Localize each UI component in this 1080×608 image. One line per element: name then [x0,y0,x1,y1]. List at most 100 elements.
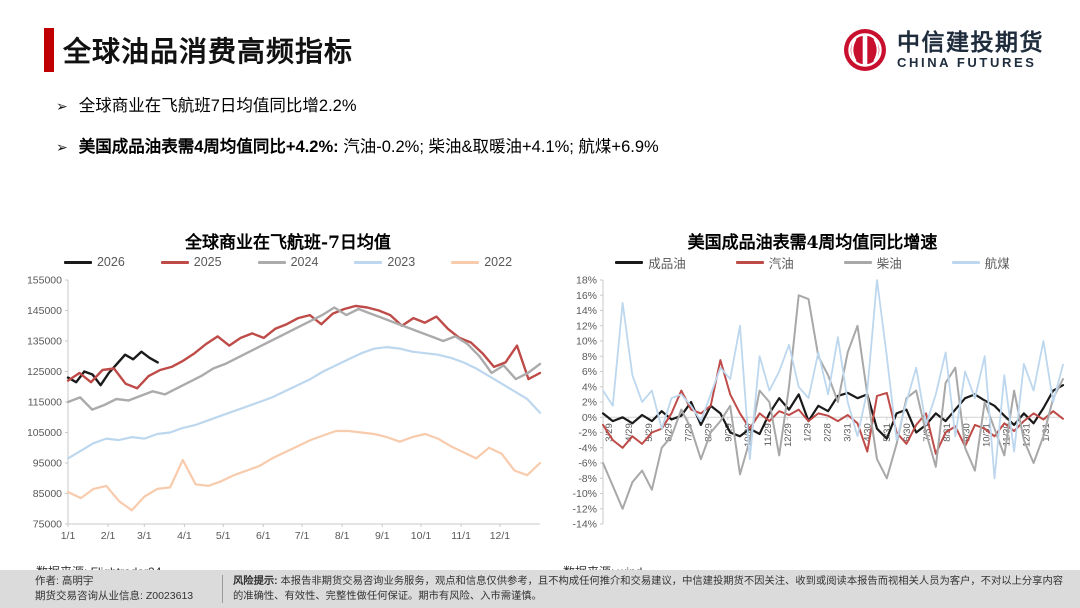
arrow-bullet-icon: ➢ [56,98,68,114]
y-tick-label: 2% [582,397,597,409]
y-tick-label: 12% [576,320,597,332]
company-logo: 中信建投期货 CHINA FUTURES [842,27,1044,73]
x-tick-label: 10/1 [411,530,432,542]
y-tick-label: 4% [582,381,597,393]
x-tick-label: 3/1 [137,530,152,542]
legend-swatch [615,260,644,264]
x-tick-label: 4/30 [862,423,873,442]
y-tick-label: 0% [582,412,597,424]
y-tick-label: 18% [576,275,597,287]
legend-item-2026: 2026 [63,255,125,269]
x-tick-label: 8/1 [335,530,350,542]
legend-swatch [63,260,92,264]
risk-text1: 本报告非期货交易咨询业务服务，观点和信息仅供参考，且不构成任何推介和交易建议，中… [280,576,1064,587]
legend-label: 成品油 [648,256,686,271]
x-tick-label: 12/31 [1021,423,1032,447]
legend-label: 2024 [290,255,319,269]
y-tick-label: 155000 [28,275,62,287]
legend-swatch [257,260,286,264]
legend-swatch [951,260,980,264]
x-tick-label: 5/29 [644,423,655,442]
x-tick-label: 12/1 [490,530,511,542]
logo-text: 中信建投期货 CHINA FUTURES [897,30,1044,69]
y-tick-label: -14% [572,519,597,531]
footer-author: 作者: 高明宇 [35,575,94,587]
x-tick-label: 6/29 [664,423,675,442]
x-tick-label: 4/29 [624,423,635,442]
y-tick-label: -8% [578,473,597,485]
us-demand-chart-legend: 成品油 汽油 柴油 航煤 [555,252,1070,272]
legend-item-2024: 2024 [257,255,319,269]
x-tick-label: 11/29 [763,423,774,446]
x-tick-label: 12/29 [783,423,794,447]
x-tick-label: 3/29 [604,423,615,442]
y-tick-label: -10% [572,488,597,500]
legend-label: 柴油 [876,256,902,271]
y-tick-label: -12% [572,503,597,515]
x-tick-label: 1/31 [1041,423,1052,442]
y-tick-label: -2% [578,427,597,439]
y-tick-label: 85000 [33,488,62,500]
footer-author-block: 作者: 高明宇 期货交易咨询从业信息: Z0023613 [35,574,193,604]
legend-item-成品油: 成品油 [615,253,686,272]
bullet-flights: ➢ 全球商业在飞航班7日均值同比增2.2% [56,92,659,116]
y-tick-label: 105000 [28,427,62,439]
x-tick-label: 4/1 [177,530,192,542]
footer-risk-line1: 风险提示: 本报告非期货交易咨询业务服务，观点和信息仅供参考，且不构成任何推介和… [233,574,1069,589]
series-2022 [66,429,542,512]
legend-swatch [451,260,480,264]
x-tick-label: 2/1 [101,530,116,542]
x-tick-label: 6/30 [902,423,913,442]
us-demand-chart-svg: -14% -12% -10% -8% -6% -4% -2% 0% 2% 4% 6% 8% 10% 12%… [572,275,1065,531]
footer-license: 期货交易咨询从业信息: Z0023613 [35,590,194,603]
legend-item-2023: 2023 [354,255,415,269]
flights-chart-panel: 全球商业在飞航班-7日均值 2026 2025 2024 2023 2022 75000… [27,228,548,579]
logo-text-cn: 中信建投期货 [897,29,1044,56]
footer-risk-block: 风险提示: 本报告非期货交易咨询业务服务，观点和信息仅供参考，且不构成任何推介和… [233,574,1069,605]
footer-bar: 作者: 高明宇 期货交易咨询从业信息: Z0023613 风险提示: 本报告非期… [0,570,1080,608]
y-tick-label: 10% [576,336,597,348]
bullet-rest-segment: 汽油-0.2%; 柴油&取暖油+4.1%; 航煤+6.9% [338,138,659,156]
x-tick-label: 5/1 [216,530,231,542]
y-tick-label: 8% [582,351,597,363]
y-tick-label: 16% [576,290,597,302]
x-tick-label: 9/30 [962,423,973,442]
legend-swatch [843,260,872,264]
legend-item-航煤: 航煤 [951,253,1010,272]
flights-chart-legend: 2026 2025 2024 2023 2022 [28,252,548,272]
y-tick-label: -6% [578,458,597,470]
arrow-bullet-icon: ➢ [56,139,68,155]
series-2023 [66,345,542,460]
flights-chart-title: 全球商业在飞航班-7日均值 [185,233,391,253]
series-柴油 [602,294,1064,510]
x-tick-label: 1/29 [803,423,814,442]
legend-label: 2025 [193,255,222,269]
x-tick-label: 9/29 [723,423,734,442]
legend-swatch [735,260,764,264]
series-2025 [66,304,542,390]
x-tick-label: 9/1 [375,530,390,542]
y-tick-label: 75000 [33,519,62,531]
x-tick-label: 6/1 [256,530,271,542]
x-tick-label: 2/28 [823,423,834,442]
y-tick-label: -4% [578,442,597,454]
citic-logo-icon [844,29,886,71]
y-tick-label: 95000 [33,458,62,470]
header: 全球油品消费高频指标 [44,28,353,72]
legend-label: 2023 [387,255,416,269]
y-tick-label: 135000 [28,336,62,348]
x-tick-label: 5/31 [882,423,893,442]
bullet-bold-segment: 美国成品油表需4周均值同比+4.2%: [78,138,339,156]
legend-item-柴油: 柴油 [843,253,902,272]
x-tick-label: 3/31 [842,423,853,442]
legend-item-汽油: 汽油 [735,253,794,272]
legend-label: 2026 [96,255,125,269]
legend-item-2022: 2022 [451,255,512,269]
footer-risk-line2: 的准确性、有效性、完整性做任何保证。期市有风险、入市需谨慎。 [233,591,542,603]
x-tick-label: 10/31 [982,423,993,447]
x-tick-label: 7/31 [922,423,933,442]
legend-label: 航煤 [984,256,1010,271]
legend-label: 2022 [484,255,513,269]
risk-label: 风险提示: [233,576,278,587]
